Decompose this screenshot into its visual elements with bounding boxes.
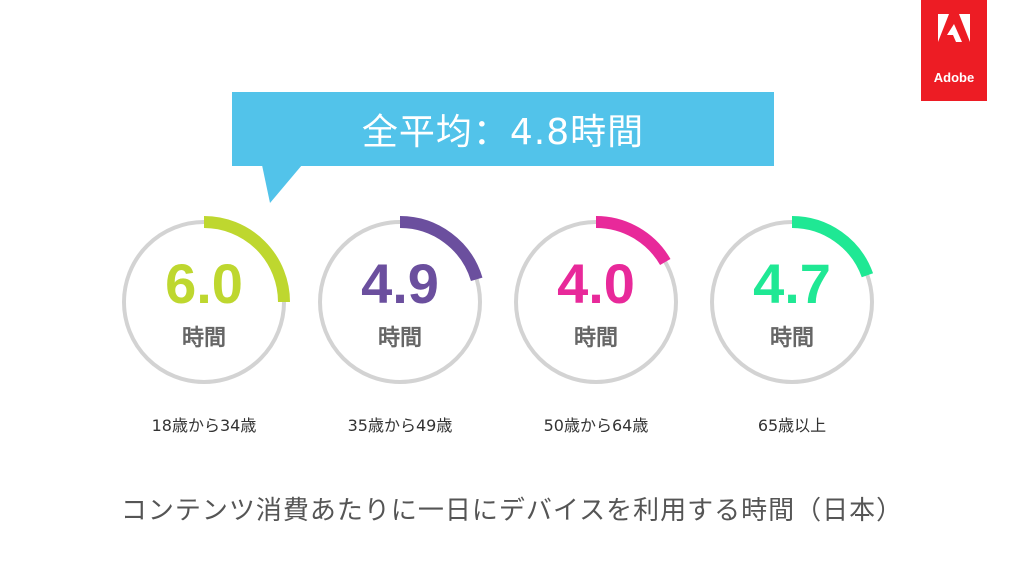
gauge-2: 4.0 時間 bbox=[506, 212, 686, 392]
logo-text: Adobe bbox=[933, 70, 975, 85]
gauge-label: 35歳から49歳 bbox=[347, 416, 453, 435]
gauge-label: 65歳以上 bbox=[757, 416, 827, 435]
gauge-unit: 時間 bbox=[769, 326, 814, 351]
gauge-ring bbox=[514, 216, 678, 384]
gauge-value: 4.0 bbox=[557, 252, 635, 315]
gauge-label: 18歳から34歳 bbox=[151, 416, 257, 435]
average-callout: 全平均：4.8時間 bbox=[232, 92, 774, 166]
gauge-label: 50歳から64歳 bbox=[543, 416, 649, 435]
gauge-ring bbox=[122, 216, 290, 384]
callout-tail bbox=[262, 165, 302, 203]
gauge-unit: 時間 bbox=[181, 326, 226, 351]
gauge-value: 4.9 bbox=[361, 252, 439, 315]
gauge-arc bbox=[595, 216, 671, 266]
gauge-value: 6.0 bbox=[165, 252, 243, 315]
gauge-ring bbox=[318, 216, 483, 384]
gauge-arc bbox=[203, 216, 290, 303]
gauge-unit: 時間 bbox=[573, 326, 618, 351]
adobe-logo: Adobe bbox=[921, 0, 987, 101]
chart-caption: コンテンツ消費あたりに一日にデバイスを利用する時間（日本） bbox=[120, 496, 904, 526]
gauge-value: 4.7 bbox=[753, 252, 831, 315]
gauge-3: 4.7 時間 bbox=[702, 212, 882, 392]
adobe-a-icon bbox=[938, 14, 970, 42]
gauge-unit: 時間 bbox=[377, 326, 422, 351]
gauge-arc bbox=[791, 216, 874, 278]
gauge-ring bbox=[710, 216, 874, 384]
gauge-0: 6.0 時間 bbox=[114, 212, 294, 392]
gauge-arc bbox=[399, 216, 483, 282]
gauge-1: 4.9 時間 bbox=[310, 212, 490, 392]
